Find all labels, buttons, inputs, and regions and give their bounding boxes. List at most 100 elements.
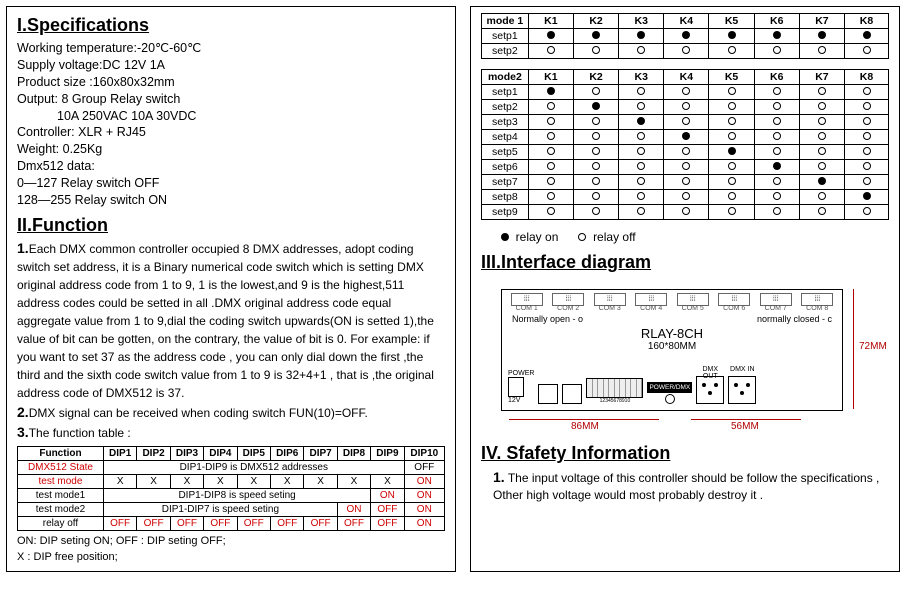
dot-off-icon (592, 207, 600, 215)
mode-cell (528, 85, 573, 100)
dot-off-icon (818, 87, 826, 95)
ftable-header-cell: DIP8 (337, 446, 370, 460)
mode-cell (664, 85, 709, 100)
com-port: ⁞⁞⁞COM 6 (718, 293, 750, 312)
ftable-cell: OFF (170, 516, 203, 530)
v12-label: 12V (508, 397, 534, 404)
dot-on-icon (728, 31, 736, 39)
spec-line: 0—127 Relay switch OFF (17, 175, 445, 192)
mode-cell (573, 100, 618, 115)
dot-on-icon (863, 31, 871, 39)
mode-cell (709, 29, 754, 44)
com-port: ⁞⁞⁞COM 3 (594, 293, 626, 312)
ftable-header-cell: DIP7 (304, 446, 337, 460)
mode-cell (528, 115, 573, 130)
mode-cell (573, 85, 618, 100)
dot-off-icon (592, 132, 600, 140)
mode-row-label: setp9 (482, 205, 529, 220)
mode-cell (573, 160, 618, 175)
mode-cell (799, 145, 844, 160)
dot-off-icon (637, 87, 645, 95)
heading-function: II.Function (17, 215, 445, 236)
ftable-cell: OFF (103, 516, 136, 530)
mode-cell (664, 145, 709, 160)
dot-off-icon (637, 207, 645, 215)
dot-off-icon (547, 102, 555, 110)
ftable-cell: OFF (304, 516, 337, 530)
mode-cell (799, 85, 844, 100)
mode-cell (573, 190, 618, 205)
dot-off-icon (637, 147, 645, 155)
dot-off-icon (863, 117, 871, 125)
mode-cell (799, 190, 844, 205)
mode-header-cell: K7 (799, 14, 844, 29)
mode-cell (754, 175, 799, 190)
mode-cell (845, 100, 889, 115)
mode-row-label: setp8 (482, 190, 529, 205)
dot-off-icon (818, 147, 826, 155)
mode-cell (845, 29, 889, 44)
func1-text: Each DMX common controller occupied 8 DM… (17, 242, 434, 400)
dot-off-icon (728, 132, 736, 140)
mode-cell (664, 115, 709, 130)
mode-cell (709, 190, 754, 205)
heading-safety: IV. Sfafety Information (481, 443, 889, 464)
dot-on-icon (773, 31, 781, 39)
legend-off-text: relay off (593, 230, 635, 244)
dim-w1-line (509, 419, 659, 420)
dot-off-icon (863, 162, 871, 170)
mode-cell (799, 29, 844, 44)
ftable-cell: OFF (404, 460, 444, 474)
mode-cell (619, 160, 664, 175)
mode-cell (754, 100, 799, 115)
dot-off-icon (863, 147, 871, 155)
com-label: COM 5 (677, 305, 709, 312)
dot-off-icon (728, 117, 736, 125)
com-label: COM 7 (760, 305, 792, 312)
mode-row-label: setp6 (482, 160, 529, 175)
mode-cell (528, 29, 573, 44)
dot-off-icon (547, 117, 555, 125)
mode-header-cell: K8 (845, 14, 889, 29)
dot-off-icon (547, 207, 555, 215)
mode-cell (619, 44, 664, 59)
mode-cell (664, 175, 709, 190)
dot-off-icon (773, 147, 781, 155)
dot-off-icon (637, 162, 645, 170)
mode-cell (754, 85, 799, 100)
dip-numbers: 12345678910 (600, 398, 631, 404)
ftable-cell: OFF (371, 516, 404, 530)
dot-off-icon (637, 177, 645, 185)
mode-cell (664, 160, 709, 175)
device-title: RLAY-8CH (502, 326, 842, 341)
spec-line: 128—255 Relay switch ON (17, 192, 445, 209)
dim-width-1: 86MM (571, 421, 599, 432)
mode-cell (573, 130, 618, 145)
mode-cell (845, 190, 889, 205)
mode-cell (709, 160, 754, 175)
dot-off-icon (728, 102, 736, 110)
mode-cell (664, 205, 709, 220)
dot-off-icon (773, 132, 781, 140)
mode-cell (845, 115, 889, 130)
mode-cell (528, 205, 573, 220)
mode-cell (709, 115, 754, 130)
dot-off-icon (637, 132, 645, 140)
dip-block: 12345678910 (586, 378, 643, 404)
mode-row-label: setp2 (482, 100, 529, 115)
mode-cell (573, 145, 618, 160)
mode-cell (619, 145, 664, 160)
dot-off-icon (818, 207, 826, 215)
mode-cell (754, 190, 799, 205)
dot-off-icon (682, 177, 690, 185)
ftable-cell: ON (404, 502, 444, 516)
ftable-cell: ON (404, 516, 444, 530)
mode-header-cell: K6 (754, 70, 799, 85)
mode-cell (619, 205, 664, 220)
dot-off-icon (637, 192, 645, 200)
mode-cell (709, 85, 754, 100)
dot-off-icon (818, 117, 826, 125)
mode-cell (845, 44, 889, 59)
dot-off-icon (547, 132, 555, 140)
dot-off-icon (773, 177, 781, 185)
